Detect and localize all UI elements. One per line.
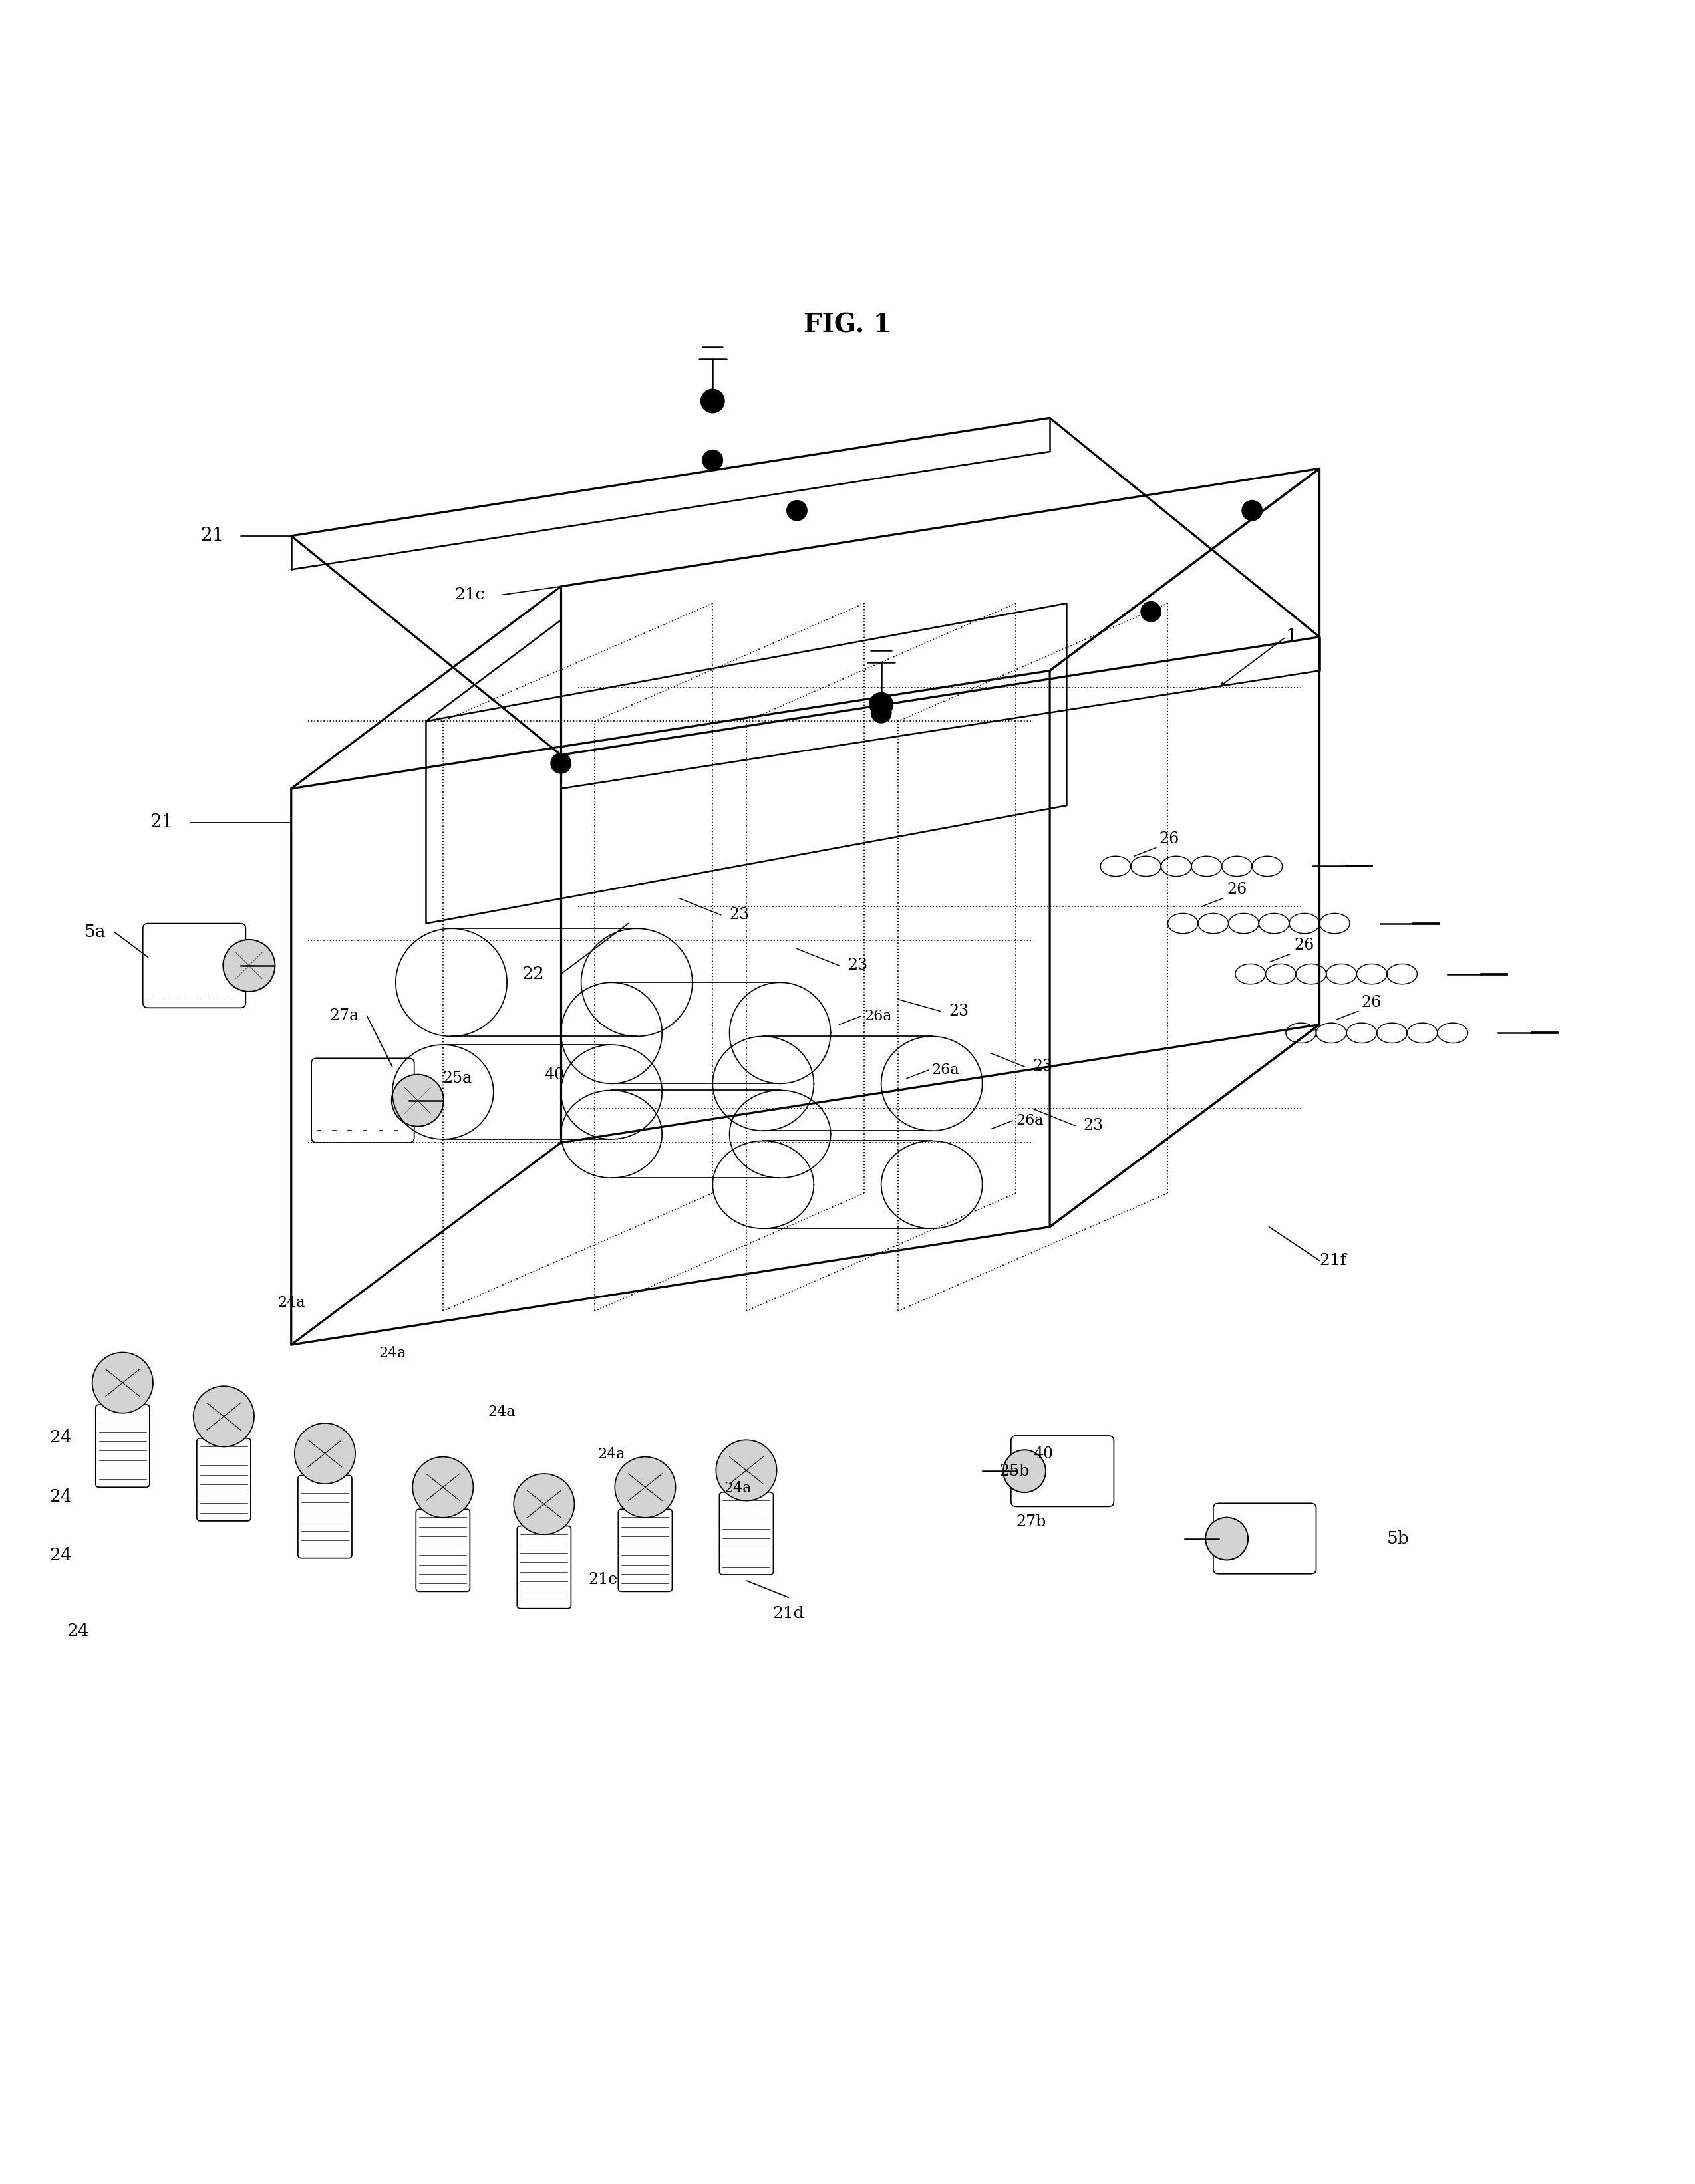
Text: 26: 26 bbox=[1361, 996, 1381, 1011]
Text: 27a: 27a bbox=[329, 1009, 359, 1024]
Circle shape bbox=[193, 1387, 254, 1446]
Text: 23: 23 bbox=[1032, 1059, 1053, 1075]
Text: 23: 23 bbox=[949, 1002, 968, 1018]
Text: 23: 23 bbox=[848, 959, 868, 974]
FancyBboxPatch shape bbox=[719, 1492, 773, 1575]
Text: 26a: 26a bbox=[864, 1009, 892, 1024]
Circle shape bbox=[514, 1474, 575, 1535]
Text: 26: 26 bbox=[1159, 832, 1180, 847]
Circle shape bbox=[871, 703, 892, 723]
Text: 1: 1 bbox=[1287, 629, 1298, 646]
Text: 26a: 26a bbox=[932, 1064, 959, 1077]
Circle shape bbox=[1205, 1518, 1248, 1559]
Circle shape bbox=[1003, 1450, 1046, 1492]
Circle shape bbox=[224, 939, 275, 992]
Circle shape bbox=[551, 753, 571, 773]
Circle shape bbox=[1242, 500, 1263, 520]
Text: 24a: 24a bbox=[598, 1448, 625, 1461]
Text: 21c: 21c bbox=[454, 587, 485, 603]
Text: 24a: 24a bbox=[724, 1481, 751, 1496]
Text: 24a: 24a bbox=[378, 1345, 407, 1361]
FancyBboxPatch shape bbox=[95, 1404, 149, 1487]
Text: 21d: 21d bbox=[773, 1605, 805, 1621]
Text: 21e: 21e bbox=[588, 1572, 617, 1588]
Text: 24a: 24a bbox=[488, 1404, 515, 1420]
Text: 21: 21 bbox=[149, 812, 173, 832]
FancyBboxPatch shape bbox=[312, 1059, 414, 1142]
Text: 26: 26 bbox=[1295, 937, 1314, 952]
FancyBboxPatch shape bbox=[619, 1509, 673, 1592]
FancyBboxPatch shape bbox=[1010, 1435, 1114, 1507]
Circle shape bbox=[92, 1352, 153, 1413]
FancyBboxPatch shape bbox=[415, 1509, 470, 1592]
Circle shape bbox=[615, 1457, 676, 1518]
Text: 24a: 24a bbox=[278, 1295, 305, 1310]
Text: 27b: 27b bbox=[1015, 1514, 1046, 1529]
Circle shape bbox=[412, 1457, 473, 1518]
FancyBboxPatch shape bbox=[197, 1439, 251, 1520]
Circle shape bbox=[870, 692, 893, 716]
Circle shape bbox=[700, 389, 724, 413]
Text: 21f: 21f bbox=[1319, 1254, 1348, 1269]
Text: 21: 21 bbox=[200, 526, 224, 544]
Text: 5a: 5a bbox=[85, 924, 105, 939]
FancyBboxPatch shape bbox=[142, 924, 246, 1007]
FancyBboxPatch shape bbox=[1214, 1503, 1315, 1575]
Circle shape bbox=[702, 450, 722, 470]
Text: 25b: 25b bbox=[1000, 1463, 1029, 1479]
Text: 5b: 5b bbox=[1387, 1531, 1409, 1546]
Text: 24: 24 bbox=[49, 1546, 73, 1564]
Text: 40: 40 bbox=[544, 1068, 564, 1083]
Text: 26a: 26a bbox=[1015, 1114, 1044, 1127]
Circle shape bbox=[786, 500, 807, 520]
Text: FIG. 1: FIG. 1 bbox=[803, 312, 892, 339]
Text: 24: 24 bbox=[66, 1623, 88, 1640]
Text: 23: 23 bbox=[1083, 1118, 1103, 1133]
Text: 24: 24 bbox=[49, 1428, 73, 1446]
Circle shape bbox=[1141, 601, 1161, 622]
Text: 40: 40 bbox=[1032, 1446, 1053, 1461]
Text: 23: 23 bbox=[729, 906, 749, 922]
Circle shape bbox=[715, 1439, 776, 1500]
FancyBboxPatch shape bbox=[517, 1527, 571, 1610]
Text: 26: 26 bbox=[1227, 882, 1248, 898]
Text: 22: 22 bbox=[522, 965, 544, 983]
FancyBboxPatch shape bbox=[298, 1476, 353, 1557]
Circle shape bbox=[392, 1075, 444, 1127]
Text: 25a: 25a bbox=[442, 1070, 473, 1085]
Text: 24: 24 bbox=[49, 1487, 73, 1505]
Circle shape bbox=[295, 1424, 356, 1483]
